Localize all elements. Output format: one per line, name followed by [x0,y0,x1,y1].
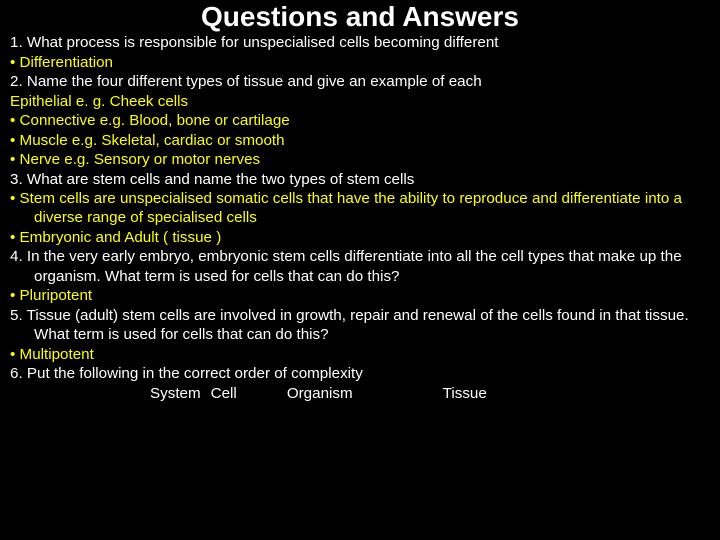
content-line: 6. Put the following in the correct orde… [10,364,710,383]
content-line: • Stem cells are unspecialised somatic c… [10,189,710,228]
content-line: Epithelial e. g. Cheek cells [10,92,710,111]
content-line: 5. Tissue (adult) stem cells are involve… [10,306,710,345]
ordering-term: System [150,384,201,403]
slide: Questions and Answers 1. What process is… [0,0,720,540]
ordering-term: Cell [211,384,237,403]
content-line: • Connective e.g. Blood, bone or cartila… [10,111,710,130]
content-line: • Muscle e.g. Skeletal, cardiac or smoot… [10,131,710,150]
ordering-row: System Cell Organism Tissue [10,384,710,403]
ordering-term: Tissue [443,384,487,403]
content-line: • Nerve e.g. Sensory or motor nerves [10,150,710,169]
content-line: 3. What are stem cells and name the two … [10,170,710,189]
content-body: 1. What process is responsible for unspe… [10,33,710,403]
content-line: • Pluripotent [10,286,710,305]
content-line: 4. In the very early embryo, embryonic s… [10,247,710,286]
slide-title: Questions and Answers [10,2,710,31]
ordering-term: Organism [287,384,353,403]
content-line: 2. Name the four different types of tiss… [10,72,710,91]
content-line: • Multipotent [10,345,710,364]
content-line: 1. What process is responsible for unspe… [10,33,710,52]
content-line: • Embryonic and Adult ( tissue ) [10,228,710,247]
content-line: • Differentiation [10,53,710,72]
